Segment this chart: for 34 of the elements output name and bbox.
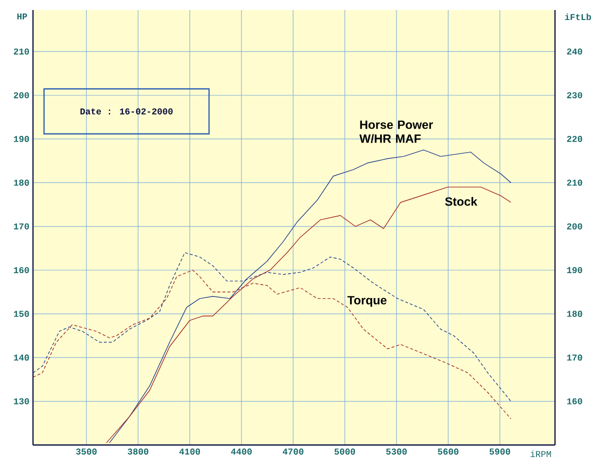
y-tick-label: 160 — [14, 267, 29, 274]
y2-tick-label: 190 — [567, 267, 582, 274]
y2-tick-label: 170 — [567, 354, 582, 361]
x-axis-title: iRPM — [530, 450, 551, 458]
x-tick-label: 4400 — [231, 448, 252, 455]
y-tick-label: 180 — [14, 180, 29, 186]
x-tick-label: 5600 — [438, 448, 458, 455]
x-tick-label: 3500 — [76, 448, 97, 455]
annotation: Date : 16-02-2000 — [80, 108, 173, 114]
y-tick-label: 210 — [14, 48, 29, 55]
y2-tick-label: 180 — [567, 310, 582, 317]
y-axis-title: HP — [17, 14, 28, 20]
y-tick-label: 130 — [14, 398, 29, 404]
x-tick-label: 4700 — [282, 448, 304, 455]
y-tick-label: 140 — [14, 354, 29, 361]
x-tick-label: 5000 — [334, 448, 356, 455]
x-tick-label: 5300 — [386, 448, 407, 455]
y2-tick-label: 220 — [567, 136, 582, 142]
annotation: Torque — [347, 296, 386, 307]
y2-tick-label: 210 — [567, 180, 582, 186]
annotation: Stock — [445, 197, 478, 206]
y2-axis-title: iFtLb — [565, 14, 591, 20]
y-tick-label: 190 — [14, 136, 29, 142]
x-tick-label: 3800 — [128, 448, 148, 455]
x-tick-label: 4100 — [179, 448, 200, 455]
annotation: Horse Power W/HR MAF — [359, 120, 433, 143]
y-tick-label: 150 — [14, 310, 29, 317]
x-tick-label: 5900 — [490, 448, 510, 455]
y2-tick-label: 160 — [567, 398, 582, 404]
y-tick-label: 170 — [14, 223, 29, 230]
y-tick-label: 200 — [14, 92, 29, 98]
y2-tick-label: 230 — [567, 92, 582, 98]
y2-tick-label: 200 — [567, 223, 582, 230]
y2-tick-label: 240 — [567, 48, 582, 55]
